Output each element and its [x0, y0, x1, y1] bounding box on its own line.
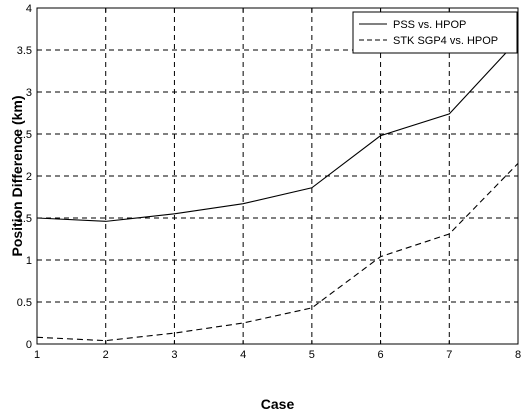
series-lines	[36, 39, 519, 342]
y-tick-label: 2.5	[17, 129, 32, 141]
x-tick-label: 3	[171, 349, 177, 361]
legend-label-2: STK SGP4 vs. HPOP	[393, 35, 498, 47]
axis-ticks: 1 2 3 4 5 6 7 8 0 0.5 1 1.5 2 2.5 3 3.5 4	[17, 3, 521, 361]
y-tick-label: 0	[26, 339, 32, 351]
x-axis-title: Case	[261, 396, 295, 412]
series-line-1	[36, 39, 519, 222]
y-tick-label: 3	[26, 87, 32, 99]
x-tick-label: 8	[515, 349, 521, 361]
x-tick-label: 7	[446, 349, 452, 361]
x-tick-label: 2	[103, 349, 109, 361]
legend-items: PSS vs. HPOP STK SGP4 vs. HPOP	[359, 19, 498, 47]
legend-box	[352, 11, 518, 54]
grid-lines	[37, 8, 518, 344]
x-tick-label: 6	[378, 349, 384, 361]
legend-label-1: PSS vs. HPOP	[393, 19, 466, 31]
y-tick-label: 2	[26, 171, 32, 183]
y-tick-label: 4	[26, 3, 32, 15]
x-tick-label: 5	[309, 349, 315, 361]
legend: PSS vs. HPOP STK SGP4 vs. HPOP	[352, 11, 518, 54]
x-tick-label: 1	[34, 349, 40, 361]
y-axis-title: Position Difference (km)	[9, 95, 25, 256]
x-tick-label: 4	[240, 349, 246, 361]
y-tick-label: 3.5	[17, 45, 32, 57]
series-line-2	[36, 163, 519, 342]
y-tick-label: 1	[26, 255, 32, 267]
y-tick-label: 0.5	[17, 297, 32, 309]
y-tick-label: 1.5	[17, 213, 32, 225]
